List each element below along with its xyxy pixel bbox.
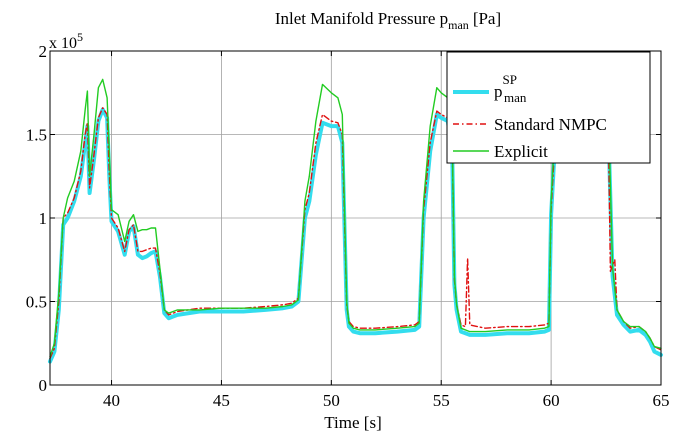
legend-label-pman-sp-main: p <box>494 82 503 101</box>
y-multiplier-base: x 10 <box>49 35 77 52</box>
y-tick-label: 0.5 <box>26 293 47 312</box>
x-tick-label: 65 <box>653 391 670 410</box>
axis-ticks: 40 45 50 55 60 65 0 0.5 1 1.5 2 <box>26 42 670 410</box>
y-tick-label: 1 <box>39 209 48 228</box>
chart-title-subscript: man <box>448 18 469 32</box>
x-tick-label: 60 <box>543 391 560 410</box>
legend-box <box>446 51 651 164</box>
x-axis-label: Time [s] <box>324 413 381 432</box>
y-tick-label: 1.5 <box>26 126 47 145</box>
y-tick-label: 0 <box>39 376 48 395</box>
x-tick-label: 55 <box>433 391 450 410</box>
y-multiplier-exponent: 5 <box>77 30 83 44</box>
x-tick-label: 45 <box>213 391 230 410</box>
legend-label-pman-sp-sub: man <box>504 90 527 105</box>
legend: pSP man Standard NMPC Explicit <box>446 51 651 164</box>
chart-title: Inlet Manifold Pressure pman [Pa] <box>275 9 501 32</box>
chart-title-unit: [Pa] <box>473 9 501 28</box>
y-multiplier: x 105 <box>49 30 83 52</box>
legend-label-pman-sp-sup: SP <box>503 72 517 87</box>
legend-label-standard-nmpc: Standard NMPC <box>494 115 607 134</box>
y-tick-label: 2 <box>39 42 48 61</box>
legend-label-explicit: Explicit <box>494 142 548 161</box>
chart-title-main: Inlet Manifold Pressure p <box>275 9 448 28</box>
x-tick-label: 40 <box>103 391 120 410</box>
legend-label-pman-sp: pSP man <box>494 72 527 105</box>
x-tick-label: 50 <box>323 391 340 410</box>
